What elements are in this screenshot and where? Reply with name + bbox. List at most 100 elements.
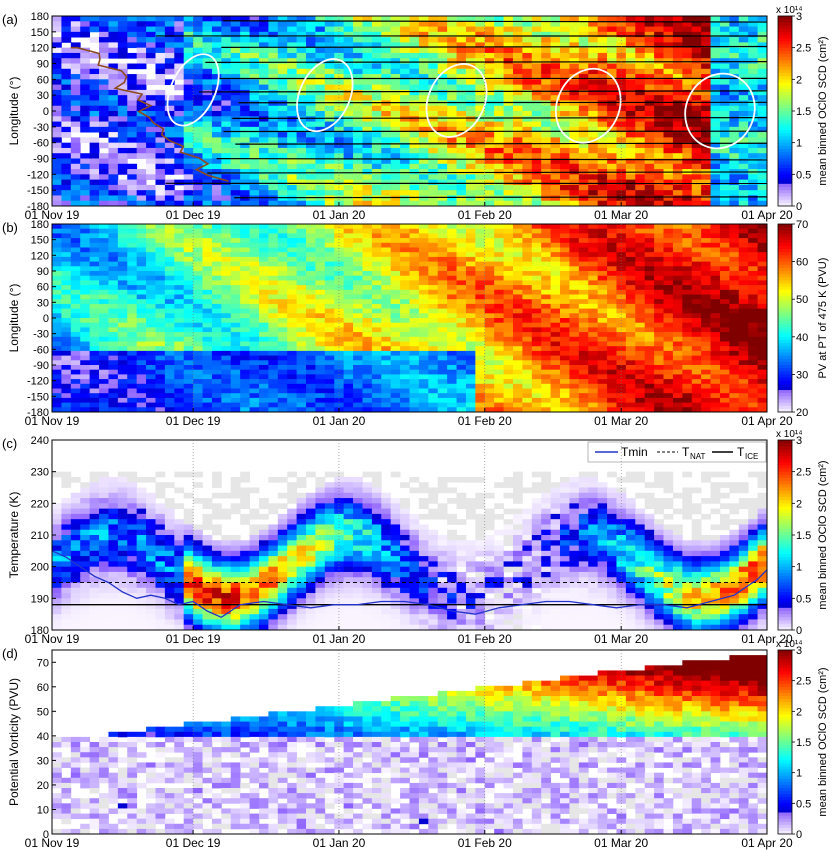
heatmap-cell [324, 121, 335, 128]
heatmap-cell [258, 52, 269, 59]
heatmap-cell [522, 26, 533, 33]
heatmap-cell [531, 271, 542, 277]
heatmap-cell [381, 184, 392, 191]
heatmap-cell [400, 68, 410, 75]
heatmap-cell [503, 147, 514, 154]
heatmap-cell [503, 126, 514, 133]
heatmap-cell [89, 322, 100, 328]
heatmap-cell [465, 374, 476, 380]
heatmap-cell [193, 195, 203, 202]
heatmap-cell [296, 407, 307, 413]
heatmap-cell [654, 153, 664, 159]
heatmap-cell [710, 58, 721, 64]
heatmap-cell [447, 271, 457, 277]
heatmap-cell [475, 397, 486, 403]
heatmap-cell [315, 47, 326, 54]
heatmap-cell [371, 26, 382, 33]
heatmap-cell [531, 397, 542, 403]
heatmap-cell [400, 126, 410, 133]
heatmap-cell [99, 190, 109, 196]
heatmap-cell [522, 346, 533, 352]
heatmap-cell [400, 294, 410, 300]
heatmap-cell [343, 147, 354, 154]
heatmap-cell [597, 74, 608, 80]
heatmap-cell [230, 84, 241, 91]
heatmap-cell [240, 21, 250, 27]
heatmap-cell [127, 95, 138, 101]
heatmap-cell [550, 285, 561, 291]
heatmap-cell [277, 379, 288, 385]
heatmap-cell [691, 158, 702, 165]
heatmap-cell [550, 190, 561, 196]
heatmap-cell [61, 228, 72, 234]
heatmap-cell [277, 407, 288, 413]
heatmap-cell [381, 228, 392, 234]
heatmap-cell [193, 137, 203, 144]
heatmap-cell [400, 174, 410, 181]
heatmap-cell [381, 285, 392, 291]
heatmap-cell [531, 313, 542, 319]
heatmap-cell [249, 294, 260, 300]
heatmap-cell [296, 271, 307, 277]
heatmap-cell [494, 105, 504, 112]
heatmap-cell [503, 190, 514, 196]
heatmap-cell [672, 121, 683, 128]
heatmap-cell [127, 26, 138, 33]
heatmap-cell [541, 275, 552, 281]
heatmap-cell [390, 37, 401, 43]
heatmap-cell [306, 105, 316, 112]
heatmap-cell [362, 369, 373, 375]
heatmap-cell [146, 374, 156, 380]
heatmap-cell [230, 42, 241, 49]
heatmap-cell [61, 158, 72, 165]
heatmap-cell [456, 89, 467, 96]
heatmap-cell [306, 228, 316, 234]
heatmap-cell [287, 336, 298, 342]
heatmap-cell [164, 379, 175, 385]
heatmap-cell [230, 313, 241, 319]
heatmap-cell [99, 247, 109, 253]
heatmap-cell [240, 52, 250, 59]
heatmap-cell [447, 369, 457, 375]
heatmap-cell [258, 280, 269, 286]
heatmap-cell [691, 132, 702, 138]
heatmap-cell [240, 313, 250, 319]
heatmap-cell [164, 195, 175, 202]
heatmap-cell [381, 42, 392, 49]
heatmap-cell [155, 68, 166, 75]
heatmap-cell [663, 79, 674, 86]
heatmap-cell [541, 147, 552, 154]
heatmap-cell [588, 89, 599, 96]
heatmap-cell [550, 84, 561, 91]
heatmap-cell [512, 318, 523, 324]
heatmap-cell [729, 132, 740, 138]
heatmap-cell [117, 37, 128, 43]
heatmap-cell [541, 388, 552, 394]
heatmap-cell [682, 132, 693, 138]
heatmap-cell [541, 261, 552, 267]
heatmap-cell [390, 252, 401, 258]
heatmap-cell [522, 16, 533, 22]
heatmap-cell [127, 327, 138, 333]
heatmap-cell [108, 16, 119, 22]
heatmap-cell [99, 52, 109, 59]
heatmap-cell [324, 242, 335, 248]
heatmap-cell [174, 126, 185, 133]
heatmap-cell [371, 121, 382, 128]
heatmap-cell [240, 299, 250, 305]
heatmap-cell [343, 95, 354, 101]
heatmap-cell [230, 179, 241, 186]
heatmap-cell [277, 121, 288, 128]
heatmap-cell [362, 299, 373, 305]
heatmap-cell [155, 393, 166, 399]
heatmap-cells [52, 224, 768, 413]
heatmap-cell [437, 365, 448, 371]
heatmap-cell [390, 68, 401, 75]
heatmap-cell [682, 190, 693, 196]
heatmap-cell [324, 360, 335, 366]
heatmap-cell [146, 346, 156, 352]
heatmap-cell [381, 153, 392, 159]
heatmap-cell [522, 332, 533, 338]
heatmap-cell [146, 42, 156, 49]
heatmap-cell [465, 228, 476, 234]
